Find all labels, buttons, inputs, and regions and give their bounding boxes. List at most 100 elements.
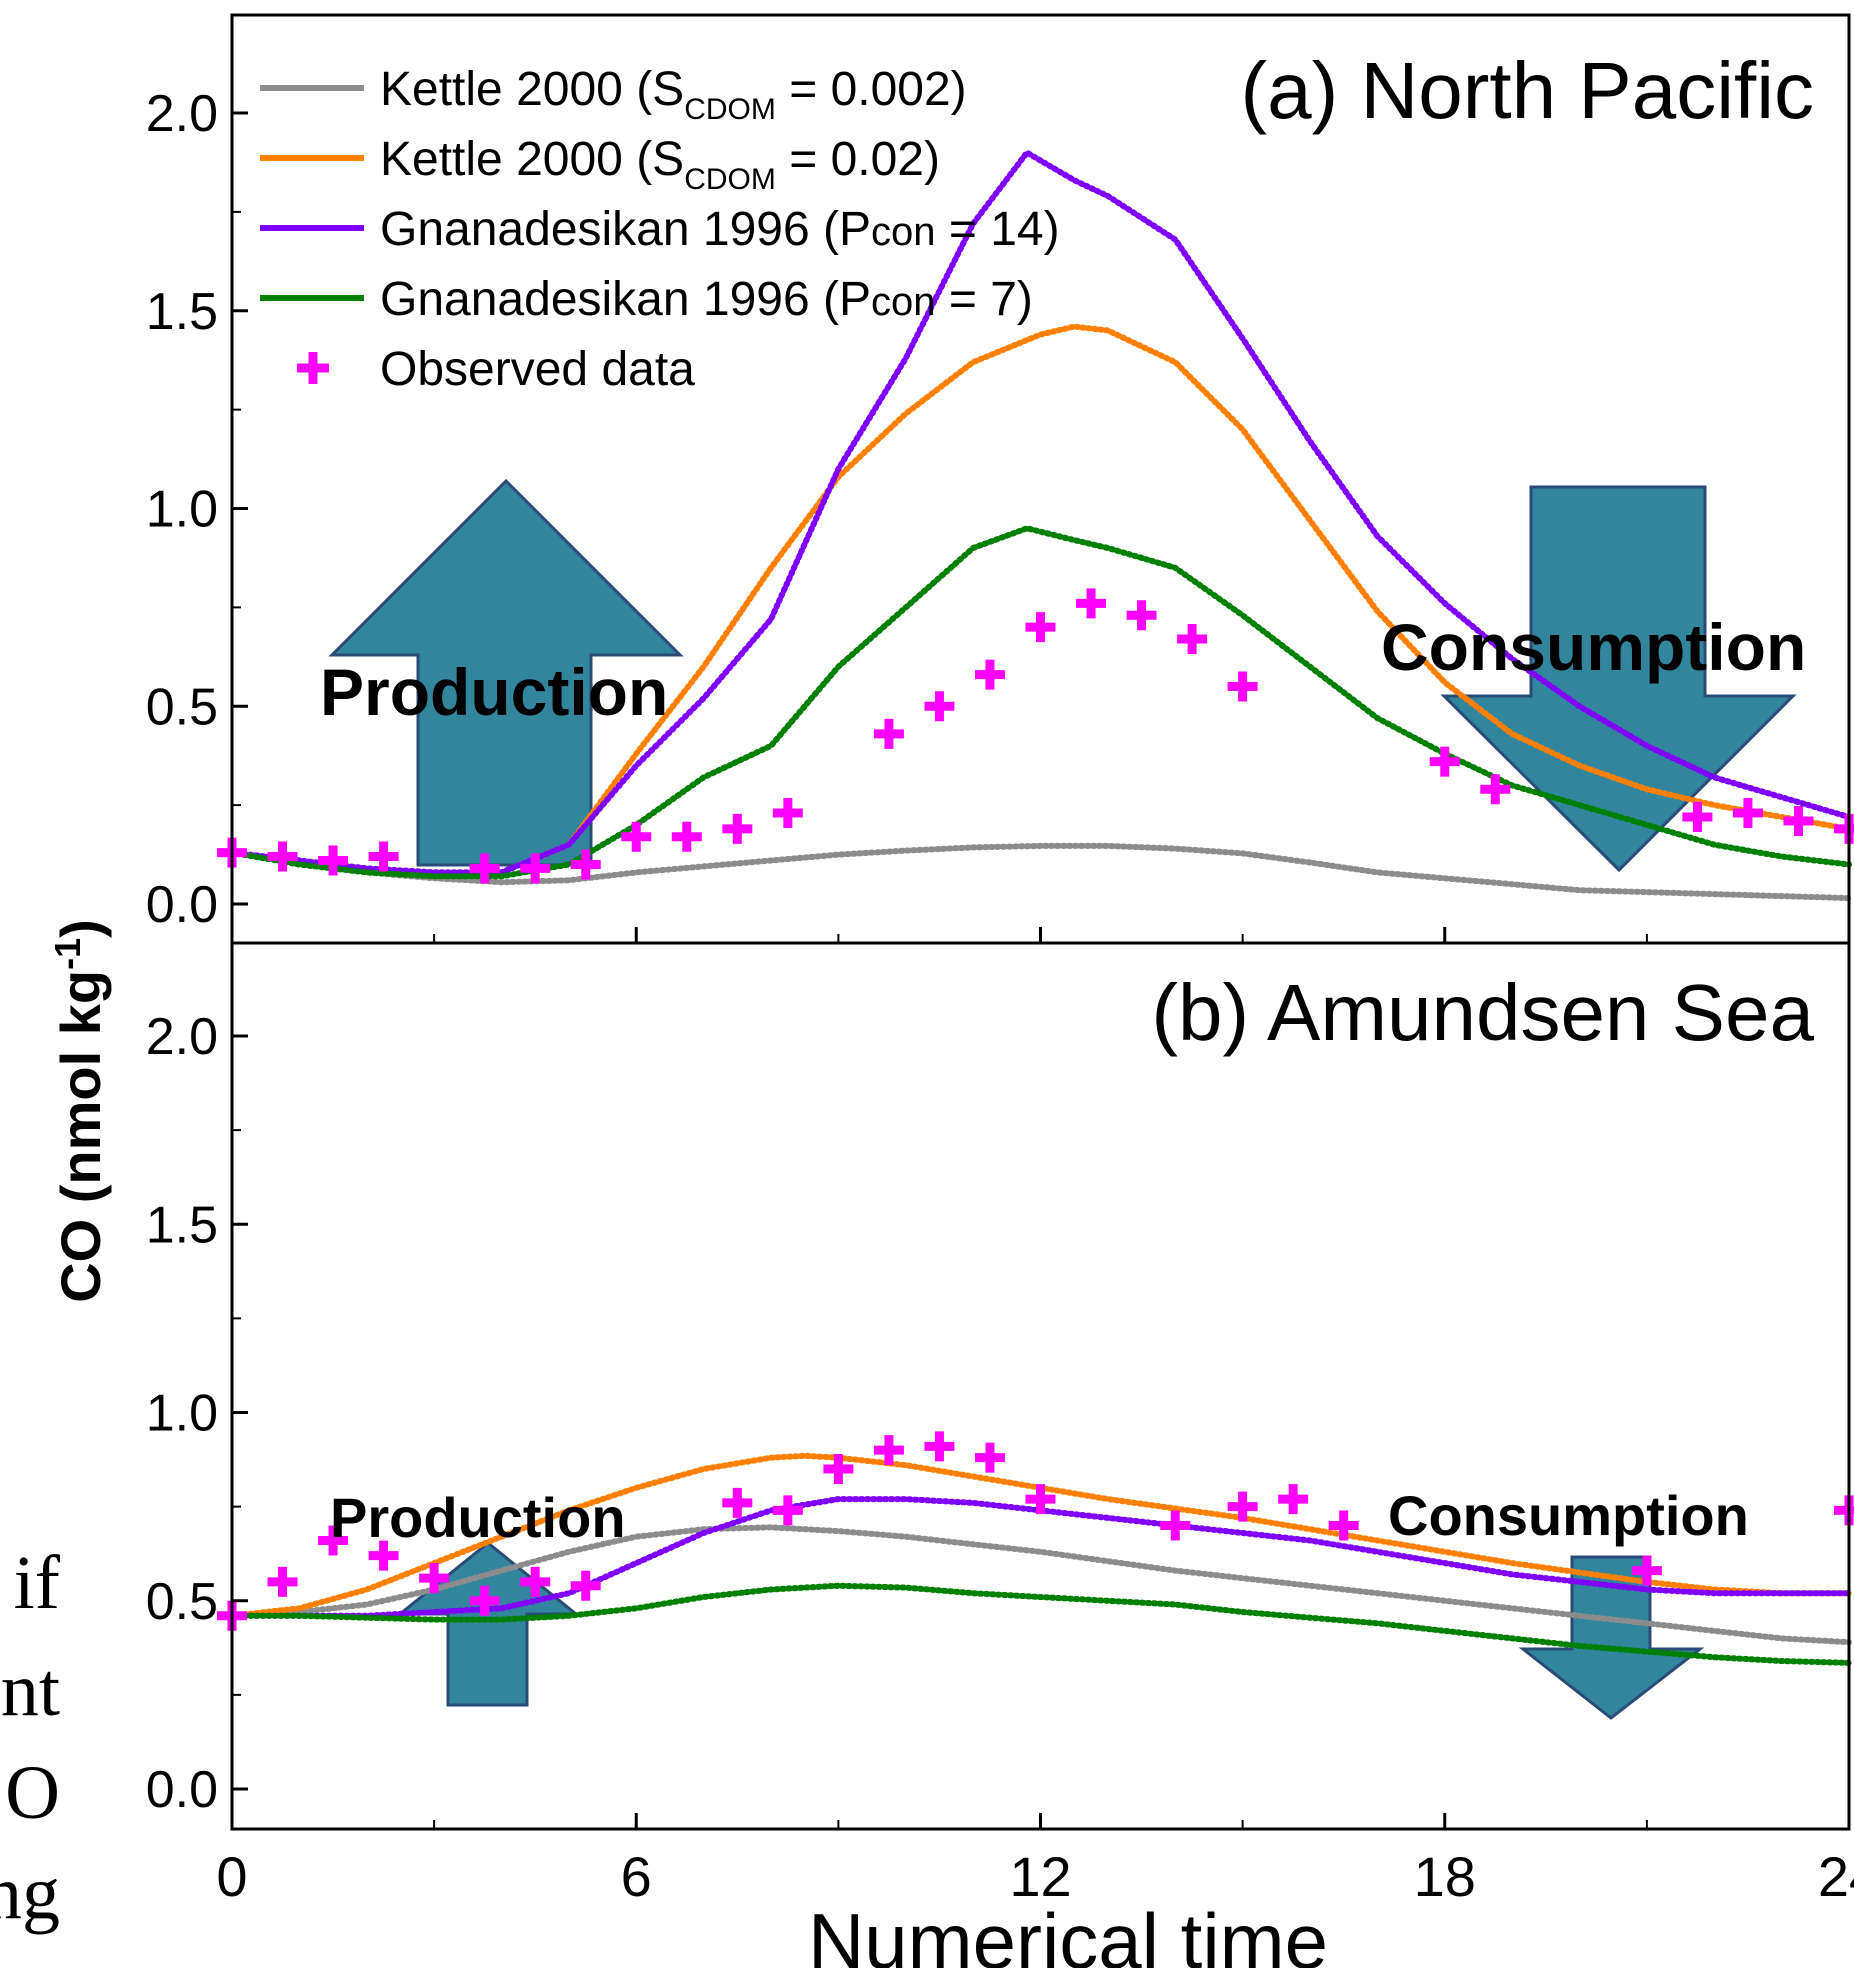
panel-b-observed-point — [722, 1487, 753, 1518]
legend-label: Kettle 2000 (SCDOM = 0.02) — [380, 133, 940, 196]
x-tick-label: 0 — [216, 1845, 247, 1908]
margin-text-3: O — [5, 1751, 60, 1835]
y-tick-label: 0.5 — [146, 678, 218, 736]
panel-b-consumption-arrow — [1518, 1555, 1705, 1720]
y-axis-label-sup: -1 — [47, 938, 88, 970]
panel-b-observed-point — [1227, 1491, 1258, 1522]
panel-a-observed-point — [1126, 600, 1157, 631]
legend: Kettle 2000 (SCDOM = 0.002)Kettle 2000 (… — [260, 63, 1060, 396]
legend-label-suffix: = 0.02) — [776, 133, 940, 186]
panel-a-observed-point — [368, 841, 399, 872]
x-tick-label: 24 — [1818, 1845, 1854, 1908]
legend-item-kettle_002: Kettle 2000 (SCDOM = 0.002) — [260, 63, 967, 126]
panel-b-observed-point — [873, 1435, 904, 1466]
panel-b-observed-point — [1834, 1495, 1854, 1526]
panel-a-observed-point — [772, 798, 803, 829]
legend-label-sub: con — [871, 280, 936, 324]
legend-item-kettle_02: Kettle 2000 (SCDOM = 0.02) — [260, 133, 940, 196]
legend-label: Gnanadesikan 1996 (Pcon = 14) — [380, 203, 1060, 256]
legend-label: Gnanadesikan 1996 (Pcon = 7) — [380, 273, 1033, 326]
panel-b-observed-point — [1328, 1510, 1359, 1541]
panel-a-observed-point — [1076, 588, 1107, 619]
panel-a-observed-point — [318, 845, 349, 876]
panel-a-observed-point — [621, 821, 652, 852]
panel-b-consumption-label: Consumption — [1388, 1484, 1749, 1547]
panel-b-observed-point — [924, 1431, 955, 1462]
x-tick-label: 12 — [1009, 1845, 1071, 1908]
panel-a-observed-point — [924, 691, 955, 722]
y-tick-label: 0.0 — [146, 876, 218, 934]
legend-label-prefix: Observed data — [380, 343, 695, 396]
y-tick-label: 0.5 — [146, 1573, 218, 1631]
margin-text-2: nt — [1, 1648, 60, 1732]
legend-item-gnan_7: Gnanadesikan 1996 (Pcon = 7) — [260, 273, 1033, 326]
panel-a-observed-point — [267, 841, 298, 872]
panel-a-observed-point — [570, 849, 601, 880]
panel-a-observed-point — [873, 718, 904, 749]
panel-b-observed-point — [570, 1570, 601, 1601]
panel-b-observed-point — [772, 1495, 803, 1526]
y-axis-label-main: CO (nmol kg — [49, 970, 112, 1303]
legend-label: Observed data — [380, 343, 695, 396]
panel-a-observed-point — [1429, 746, 1460, 777]
panel-b-observed-point — [469, 1585, 500, 1616]
panel-a-series-kettle_002 — [229, 842, 1852, 902]
panel-a-observed-point — [722, 813, 753, 844]
margin-text-4: ng — [0, 1851, 60, 1935]
legend-label-suffix: = 7) — [936, 273, 1033, 326]
panel-a-observed-point — [1227, 671, 1258, 702]
legend-item-gnan_14: Gnanadesikan 1996 (Pcon = 14) — [260, 203, 1060, 256]
panel-b-observed-point — [1278, 1484, 1309, 1515]
plot-layer — [217, 149, 1854, 1666]
panel-b-series-kettle_02 — [229, 1452, 1852, 1619]
panel-b-observed-point — [823, 1453, 854, 1484]
panel-b-title: (b) Amundsen Sea — [1151, 968, 1814, 1057]
legend-label-prefix: Gnanadesikan 1996 (P — [380, 273, 871, 326]
panel-a-observed-point — [520, 853, 551, 884]
y-tick-label: 1.5 — [146, 283, 218, 341]
legend-label-sub: con — [871, 210, 936, 254]
panel-a-series-gnan_14 — [229, 149, 1852, 876]
panel-b-observed-point — [520, 1566, 551, 1597]
panel-a-observed-point — [1177, 624, 1208, 655]
legend-label-prefix: Gnanadesikan 1996 (P — [380, 203, 871, 256]
x-tick-label: 6 — [621, 1845, 652, 1908]
legend-label-sub: CDOM — [684, 93, 776, 126]
panel-a-observed-point — [974, 659, 1005, 690]
y-tick-label: 2.0 — [146, 1008, 218, 1066]
x-axis-label: Numerical time — [808, 1897, 1328, 1968]
y-tick-label: 0.0 — [146, 1761, 218, 1819]
panel-b-observed-point — [267, 1566, 298, 1597]
margin-text-1: if — [14, 1541, 61, 1625]
legend-label-prefix: Kettle 2000 (S — [380, 63, 684, 116]
panel-b-observed-point — [1160, 1510, 1191, 1541]
legend-item-observed: Observed data — [297, 343, 695, 396]
panel-a-production-arrow — [328, 478, 684, 867]
legend-label-suffix: = 14) — [936, 203, 1060, 256]
panel-a-observed-point — [469, 853, 500, 884]
panel-b-observed-point — [1631, 1555, 1662, 1586]
panel-b-observed-point — [368, 1540, 399, 1571]
panel-b-observed-point — [974, 1442, 1005, 1473]
panel-b-observed-point — [1025, 1484, 1056, 1515]
panel-a-observed-point — [1025, 612, 1056, 643]
panel-b-series-kettle_002 — [229, 1524, 1852, 1646]
y-axis-label: CO (nmol kg-1) — [47, 919, 112, 1303]
panel-a-observed-point — [1682, 801, 1713, 832]
panel-b-production-label: Production — [330, 1486, 626, 1549]
y-tick-label: 1.5 — [146, 1196, 218, 1254]
panel-a-observed-point — [671, 821, 702, 852]
y-axis-label-close: ) — [49, 919, 112, 938]
legend-label-prefix: Kettle 2000 (S — [380, 133, 684, 186]
panel-a-series-gnan_7 — [229, 525, 1852, 880]
y-tick-label: 1.0 — [146, 1385, 218, 1443]
x-tick-label: 18 — [1414, 1845, 1476, 1908]
panel-a-consumption-label: Consumption — [1381, 610, 1806, 684]
panel-a-observed-point — [1480, 774, 1511, 805]
panel-b-observed-point — [318, 1525, 349, 1556]
panel-a-production-label: Production — [320, 655, 668, 729]
y-tick-label: 1.0 — [146, 481, 218, 539]
panel-a-observed-point — [1783, 805, 1814, 836]
legend-label: Kettle 2000 (SCDOM = 0.002) — [380, 63, 967, 126]
